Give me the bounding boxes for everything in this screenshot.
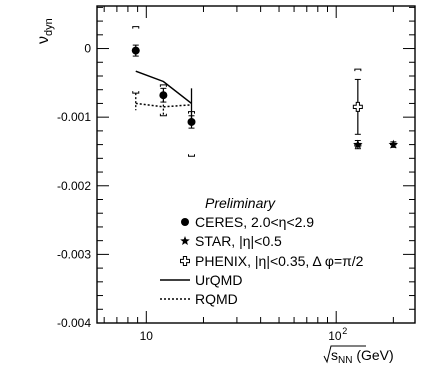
plot-frame [96,5,416,324]
x-tick-label: 10 [140,329,154,343]
star-point [353,139,363,149]
annotation-preliminary: Preliminary [205,195,276,211]
systematic-error-bracket [354,68,362,72]
y-tick-label: -0.001 [57,110,91,124]
legend-label: CERES, 2.0<η<2.9 [195,214,314,230]
y-tick-label: -0.002 [57,179,91,193]
urqmd-curve [135,70,192,105]
y-tick-label: 0 [84,42,91,56]
axis-ticks [97,6,415,324]
y-axis-label: νdyn [35,18,55,44]
x-tick-label-exponent: 2 [342,326,347,336]
phenix-point [352,101,363,112]
systematic-error-bracket [132,91,140,94]
ceres-point [159,91,168,100]
legend-star-marker [180,236,190,246]
systematic-error-bracket [159,113,167,117]
y-tick-label: -0.003 [57,247,91,261]
systematic-error-bracket [188,111,196,114]
systematic-error-bracket [354,143,362,147]
svg-text:sNN (GeV): sNN (GeV) [331,347,394,366]
legend-label: RQMD [195,291,238,307]
legend-ceres-marker [181,218,189,226]
legend-phenix-marker [180,256,190,266]
model-curves [135,70,193,121]
x-axis-label: sNN (GeV) [323,345,394,366]
data-markers [131,26,399,157]
legend: CERES, 2.0<η<2.9 STAR, |η|<0.5 PHENIX, |η|… [160,214,364,307]
ceres-point [187,117,196,126]
legend-label: PHENIX, |η|<0.35, Δ φ=π/2 [195,253,364,269]
systematic-error-bracket [188,154,196,157]
systematic-error-bracket [159,84,167,87]
legend-label: UrQMD [195,272,242,288]
svg-text:νdyn: νdyn [35,18,55,44]
ceres-point [131,46,140,55]
systematic-error-bracket [132,26,140,29]
legend-label: STAR, |η|<0.5 [195,233,282,249]
rqmd-curve [135,102,192,108]
x-tick-label: 10 [328,329,342,343]
star-point [388,139,399,149]
y-tick-label: -0.004 [57,316,91,330]
